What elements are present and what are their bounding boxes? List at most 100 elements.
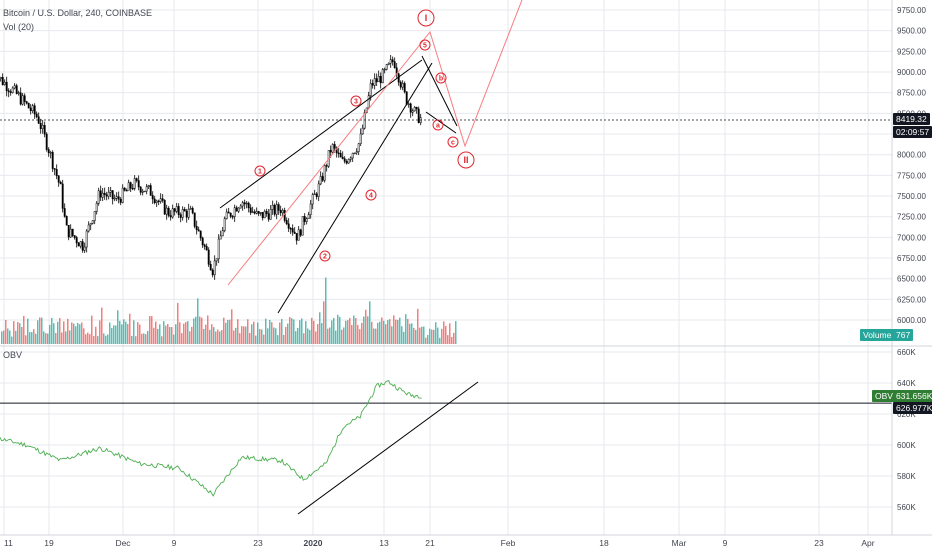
price-candle	[229, 212, 232, 217]
volume-bar	[341, 329, 343, 344]
last-price-badge: 8419.32	[893, 113, 930, 125]
volume-bar	[255, 335, 257, 344]
price-candle	[105, 194, 108, 197]
volume-bar	[125, 321, 127, 344]
volume-bar	[177, 302, 179, 344]
volume-bar	[233, 330, 235, 344]
price-candle	[85, 230, 88, 248]
volume-bar	[121, 324, 123, 344]
volume-bar	[311, 317, 313, 344]
price-tick-label: 6000.00	[897, 316, 926, 325]
price-candle	[17, 92, 20, 94]
wave-label-3: 3	[354, 99, 358, 106]
volume-bar	[263, 334, 265, 344]
volume-bar	[5, 319, 7, 344]
volume-bar	[369, 301, 371, 344]
volume-bar	[63, 321, 65, 344]
volume-bar	[429, 328, 431, 344]
volume-bar	[237, 319, 239, 344]
volume-bar	[213, 327, 215, 344]
price-candle	[11, 87, 14, 93]
obv-trendline	[297, 381, 479, 515]
volume-bar	[353, 315, 355, 344]
volume-bar	[251, 324, 253, 344]
correction-lower-line	[425, 111, 457, 134]
volume-bar	[137, 322, 139, 344]
volume-bar	[215, 331, 217, 344]
price-candle	[299, 229, 302, 236]
obv-value-badge: 631.656K	[893, 390, 932, 402]
volume-bar	[281, 318, 283, 344]
price-candle	[125, 190, 128, 192]
wave-projection-line	[227, 0, 523, 286]
price-candle	[117, 196, 120, 200]
price-candle	[337, 152, 340, 154]
volume-bar	[79, 324, 81, 344]
price-tick-label: 6250.00	[897, 295, 926, 304]
volume-bar	[1, 331, 3, 344]
volume-bar	[373, 328, 375, 344]
price-candle	[121, 187, 124, 203]
price-candle	[325, 165, 328, 167]
price-candle	[215, 258, 218, 262]
price-candle	[249, 207, 252, 213]
volume-bar	[211, 324, 213, 344]
volume-bar	[425, 337, 427, 344]
volume-bar	[367, 316, 369, 344]
price-candle	[87, 224, 90, 232]
volume-bar	[109, 322, 111, 344]
price-candle	[173, 208, 176, 212]
price-candle	[277, 204, 280, 211]
price-candle	[155, 200, 158, 203]
time-tick-label: 9	[723, 538, 728, 548]
wave-label-4-ring	[365, 189, 377, 201]
volume-bar	[101, 307, 103, 344]
volume-bar	[139, 324, 141, 344]
wave-label-II: II	[463, 155, 468, 165]
volume-bar	[413, 327, 415, 344]
volume-bar	[453, 332, 455, 344]
price-candle	[163, 200, 166, 215]
volume-bar	[291, 318, 293, 344]
price-candle	[389, 59, 392, 64]
volume-bar	[419, 327, 421, 344]
price-tick-label: 8750.00	[897, 89, 926, 98]
wave-label-2: 2	[323, 254, 327, 261]
price-candle	[157, 200, 160, 203]
volume-legend[interactable]: Vol (20)	[3, 22, 35, 32]
volume-bar	[41, 317, 43, 344]
time-tick-label: Dec	[115, 538, 131, 548]
symbol-title[interactable]: Bitcoin / U.S. Dollar, 240, COINBASE	[3, 8, 153, 18]
price-candle	[175, 206, 178, 212]
price-candle	[309, 203, 312, 215]
obv-legend[interactable]: OBV	[3, 350, 23, 360]
price-candle	[243, 202, 246, 205]
volume-bar	[3, 330, 5, 344]
volume-bar	[451, 337, 453, 344]
volume-bar	[91, 315, 93, 344]
price-candle	[345, 161, 348, 164]
volume-bar	[159, 324, 161, 344]
price-candle	[393, 61, 396, 69]
time-tick-label: 18	[599, 538, 609, 548]
volume-bar	[225, 322, 227, 344]
obv-tick-label: 560K	[897, 503, 916, 512]
price-candle	[289, 228, 292, 230]
price-candle	[51, 152, 54, 169]
price-candle	[145, 186, 148, 192]
volume-bar	[15, 330, 17, 344]
volume-bar	[123, 319, 125, 344]
volume-bar	[337, 314, 339, 344]
time-tick-label: 21	[425, 538, 435, 548]
price-candle	[47, 149, 50, 154]
countdown-badge: 02:09:57	[893, 126, 932, 138]
price-candle	[49, 152, 52, 154]
price-candle	[159, 198, 162, 202]
volume-bar	[163, 321, 165, 344]
volume-bar	[55, 332, 57, 344]
price-candle	[401, 83, 404, 88]
volume-bar	[127, 324, 129, 344]
obv-tick-label: 580K	[897, 472, 916, 481]
